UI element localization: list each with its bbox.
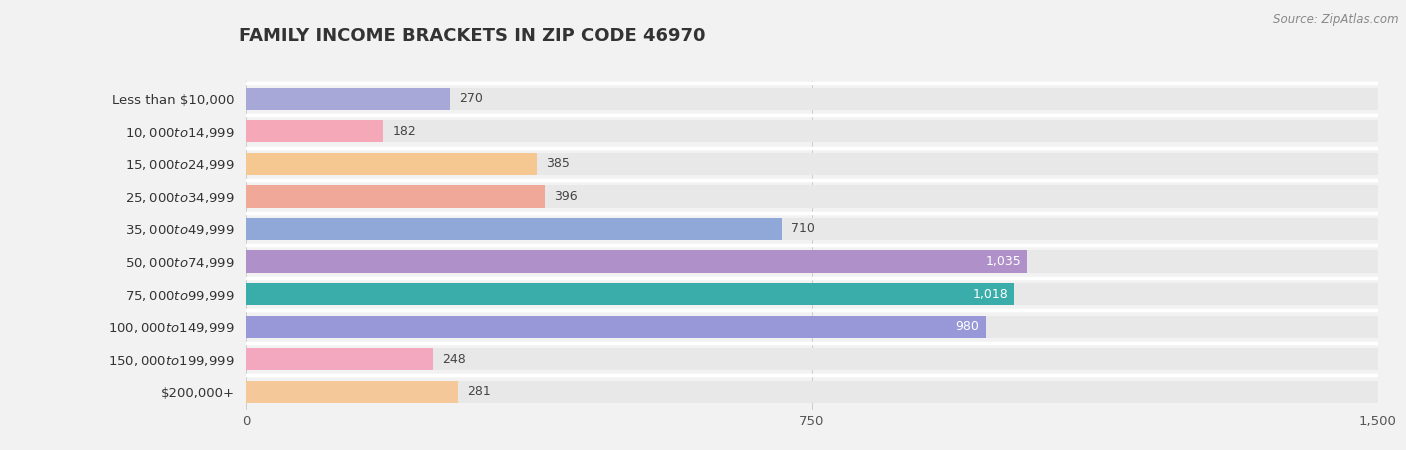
- Text: 1,018: 1,018: [973, 288, 1008, 301]
- Bar: [246, 218, 1378, 240]
- Text: 281: 281: [467, 385, 491, 398]
- Bar: [246, 315, 1378, 338]
- Bar: [246, 120, 1378, 143]
- Text: Source: ZipAtlas.com: Source: ZipAtlas.com: [1274, 14, 1399, 27]
- Bar: [246, 185, 546, 207]
- Bar: [246, 185, 1378, 207]
- Bar: [246, 88, 1378, 110]
- Text: 980: 980: [956, 320, 980, 333]
- Text: 396: 396: [554, 190, 578, 203]
- Bar: [246, 283, 1014, 305]
- Bar: [246, 218, 782, 240]
- Text: 710: 710: [790, 222, 814, 235]
- Bar: [246, 251, 1378, 273]
- Text: 1,035: 1,035: [986, 255, 1021, 268]
- Bar: [246, 283, 1378, 305]
- Bar: [246, 153, 1378, 175]
- Bar: [246, 348, 433, 370]
- Bar: [246, 120, 384, 143]
- Bar: [246, 381, 458, 403]
- Bar: [246, 88, 450, 110]
- Bar: [246, 315, 986, 338]
- Text: 248: 248: [443, 353, 465, 365]
- Bar: [246, 251, 1026, 273]
- Text: 385: 385: [546, 158, 569, 171]
- Bar: [246, 153, 537, 175]
- Bar: [246, 381, 1378, 403]
- Text: 270: 270: [458, 92, 482, 105]
- Text: 182: 182: [392, 125, 416, 138]
- Text: FAMILY INCOME BRACKETS IN ZIP CODE 46970: FAMILY INCOME BRACKETS IN ZIP CODE 46970: [239, 27, 706, 45]
- Bar: [246, 348, 1378, 370]
